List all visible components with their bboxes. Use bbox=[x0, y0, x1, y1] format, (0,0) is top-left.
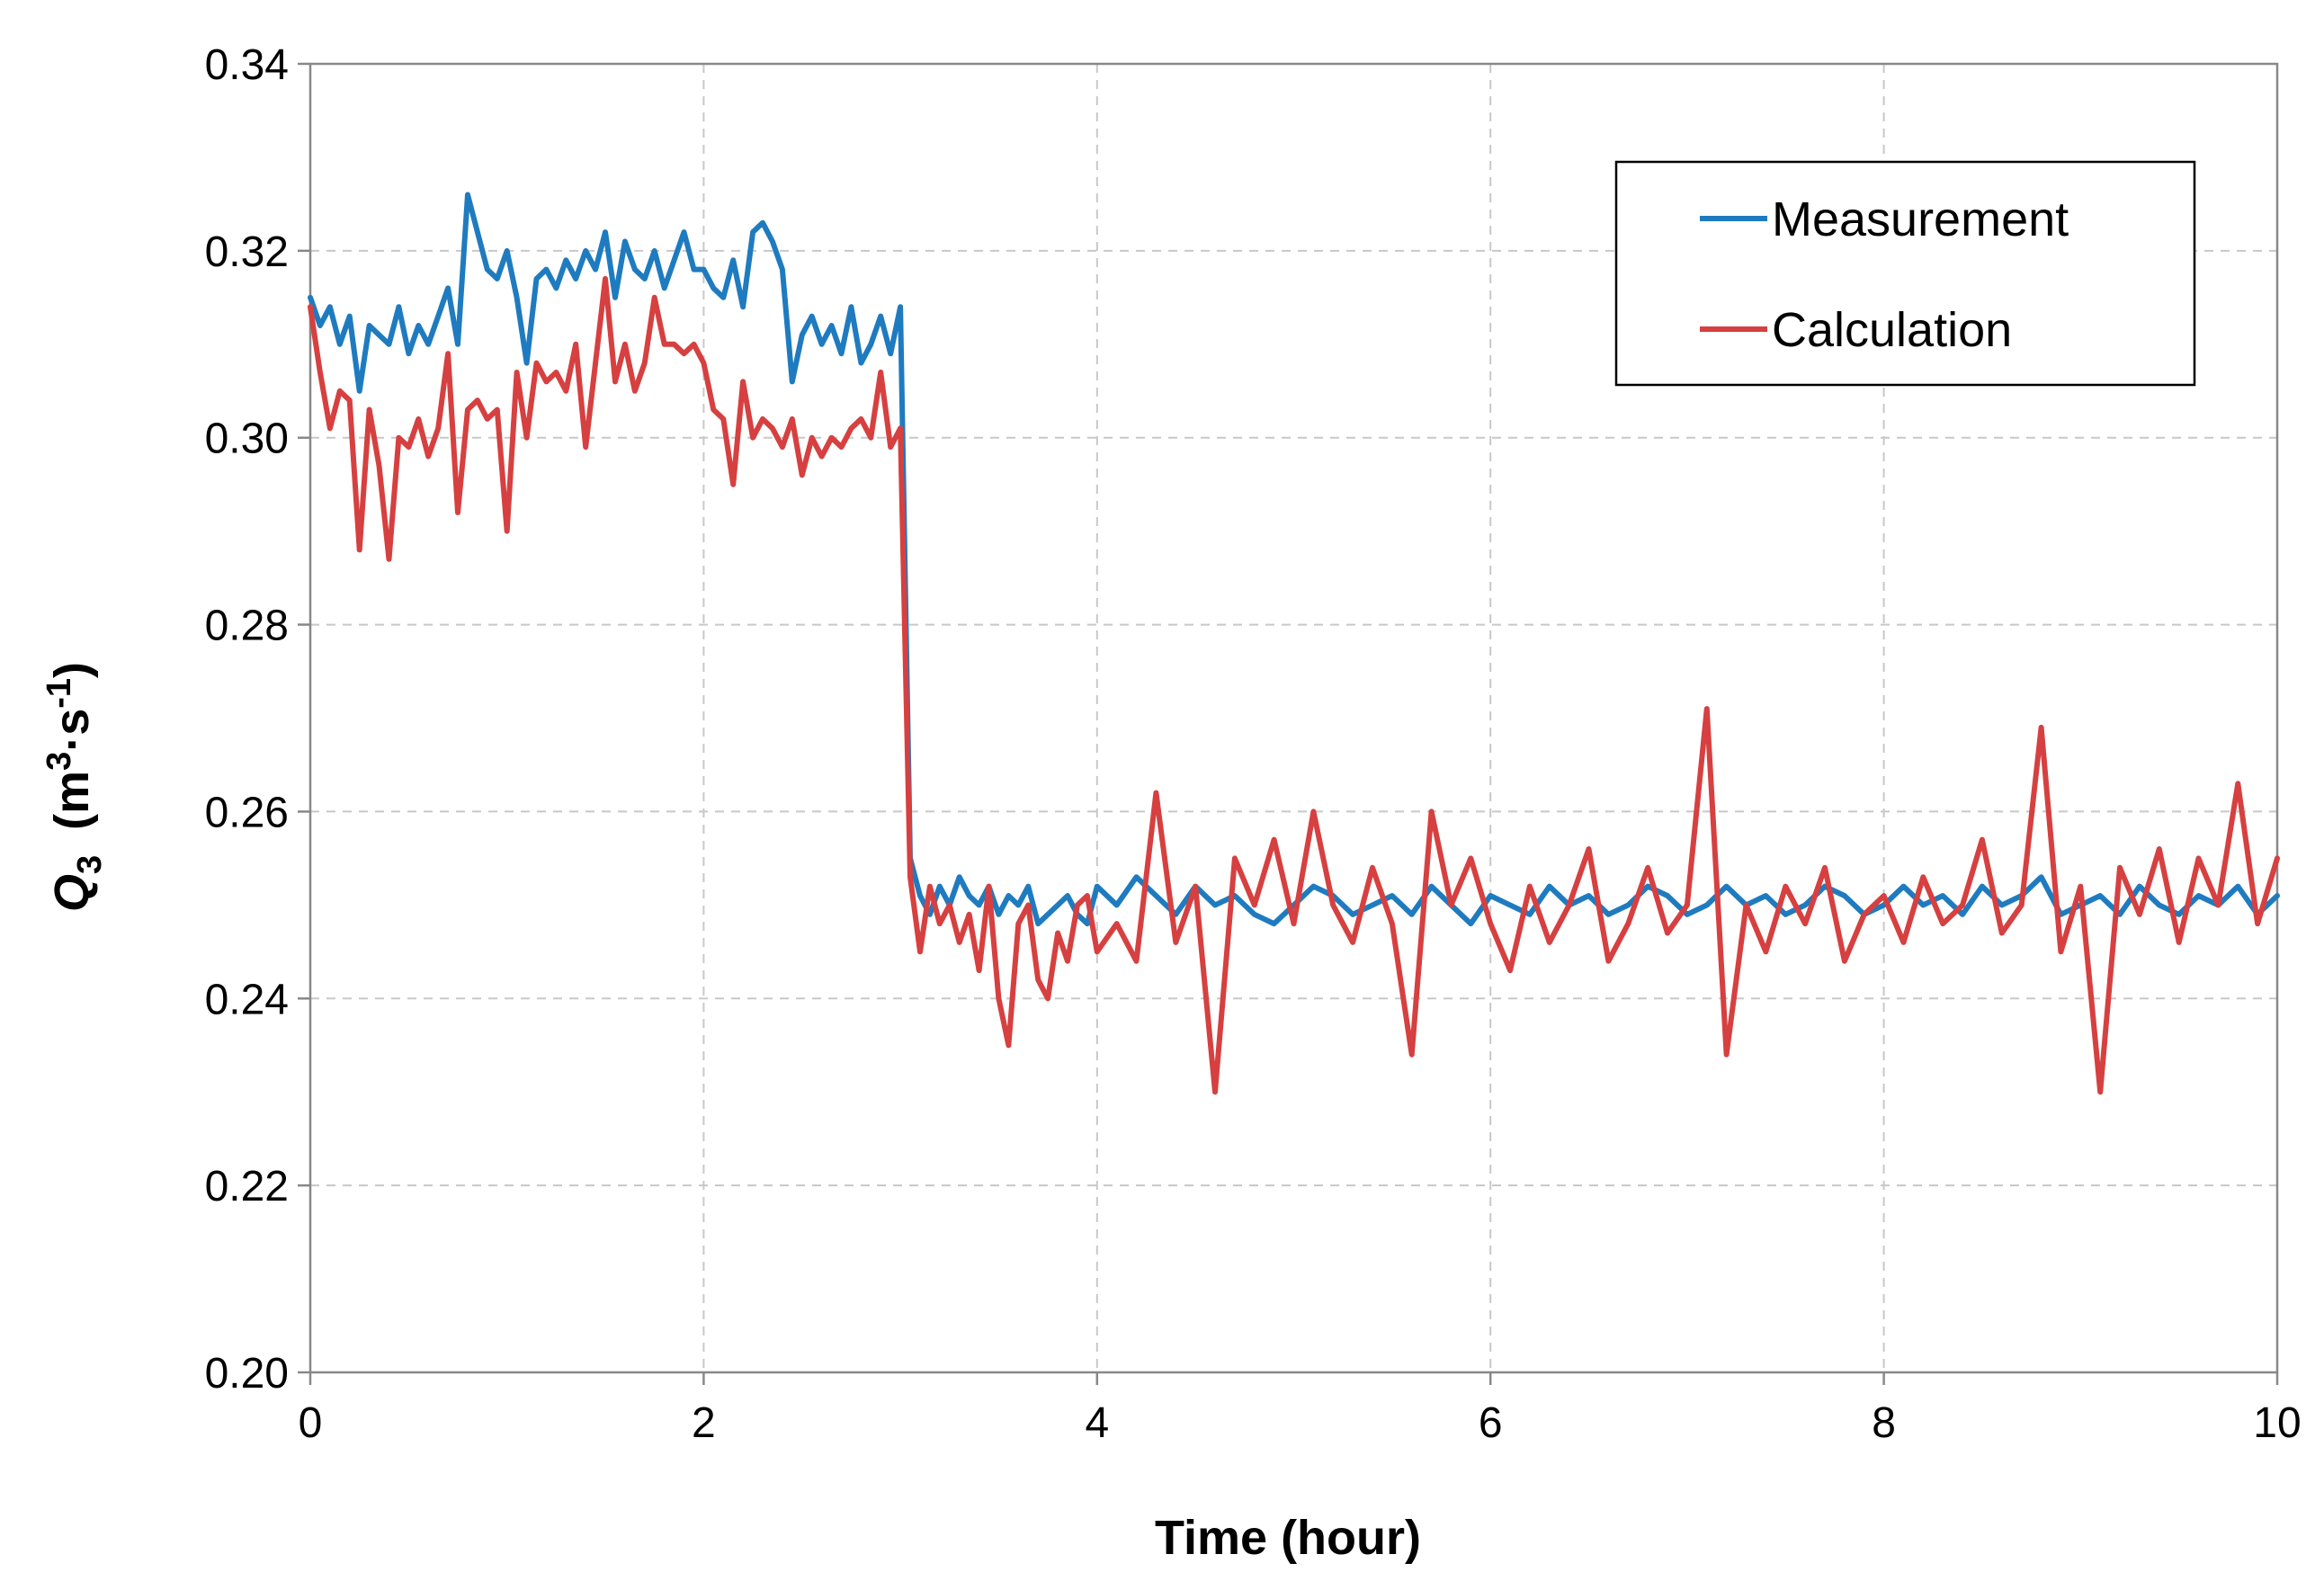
y-axis-label-subscript: 3 bbox=[71, 855, 109, 874]
legend-box bbox=[1614, 160, 2196, 387]
x-tick-label: 0 bbox=[299, 1399, 323, 1447]
y-axis-label-units-sup1: 3 bbox=[40, 752, 78, 771]
x-axis-label: Time (hour) bbox=[1155, 1511, 1421, 1565]
legend-label-measurement: Measurement bbox=[1772, 192, 2069, 246]
y-axis-label-units-open: (m bbox=[45, 771, 99, 830]
x-tick-label: 2 bbox=[692, 1399, 716, 1447]
x-tick-label: 8 bbox=[1872, 1399, 1896, 1447]
y-axis-label-units-sup2: -1 bbox=[40, 678, 78, 709]
x-tick-label: 4 bbox=[1085, 1399, 1109, 1447]
series bbox=[308, 192, 2280, 1095]
axes bbox=[308, 62, 2279, 1374]
legend: Measurement Calculation bbox=[1614, 160, 2196, 387]
y-tick-label: 0.20 bbox=[205, 1350, 289, 1398]
y-tick-label: 0.26 bbox=[205, 789, 289, 836]
y-axis-label: Q3(m3·s-1) bbox=[40, 662, 109, 912]
y-tick-label: 0.34 bbox=[205, 41, 289, 89]
y-tick-label: 0.28 bbox=[205, 603, 289, 650]
x-tick-label: 10 bbox=[2253, 1399, 2301, 1447]
x-tick-label: 6 bbox=[1479, 1399, 1503, 1447]
series-line-calculation bbox=[308, 276, 2280, 1095]
y-axis-label-units-mid: ·s bbox=[45, 709, 99, 752]
ticks: 0.20 0.22 0.24 0.26 0.28 0.30 0.32 0.34 0 2 4 6 8 10 bbox=[205, 41, 2302, 1447]
legend-label-calculation: Calculation bbox=[1772, 303, 2012, 357]
y-tick-label: 0.30 bbox=[205, 415, 289, 463]
y-tick-label: 0.22 bbox=[205, 1163, 289, 1210]
plot-area-border bbox=[308, 62, 2279, 1374]
y-axis-label-units-close: ) bbox=[45, 662, 99, 678]
y-tick-label: 0.24 bbox=[205, 976, 289, 1023]
y-tick-label: 0.32 bbox=[205, 228, 289, 276]
y-axis-label-symbol: Q bbox=[45, 874, 99, 912]
